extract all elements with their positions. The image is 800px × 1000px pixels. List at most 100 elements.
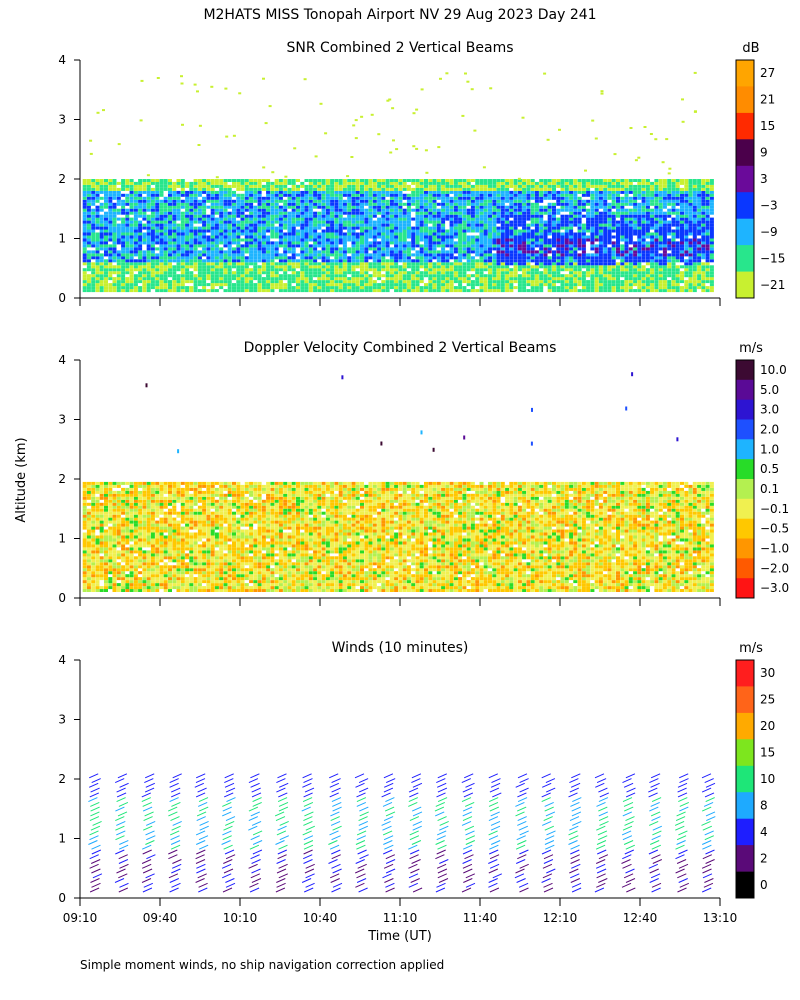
snr-cell xyxy=(385,259,390,263)
snr-cell xyxy=(360,211,364,215)
snr-cell xyxy=(594,202,599,206)
snr-cell xyxy=(193,184,198,188)
snr-cell xyxy=(232,214,236,218)
snr-cell xyxy=(368,247,373,251)
snr-cell xyxy=(325,184,330,188)
snr-cell xyxy=(462,235,467,239)
snr-cell xyxy=(257,268,262,272)
snr-cell xyxy=(325,289,330,293)
snr-cell xyxy=(424,193,428,197)
snr-cell xyxy=(381,223,386,227)
snr-cell xyxy=(406,187,411,191)
snr-cell xyxy=(564,226,569,230)
snr-cell xyxy=(236,235,241,239)
snr-cell xyxy=(564,277,569,281)
snr-cell xyxy=(419,223,424,227)
snr-cell xyxy=(564,241,569,245)
snr-cell xyxy=(223,208,228,212)
snr-cell xyxy=(398,280,403,284)
snr-cell xyxy=(453,181,458,185)
snr-cell xyxy=(82,241,87,245)
snr-cell xyxy=(509,238,514,242)
snr-cell xyxy=(645,211,650,215)
snr-cell xyxy=(193,247,198,251)
snr-cell xyxy=(283,208,288,212)
snr-cell xyxy=(675,250,680,254)
snr-cell xyxy=(266,265,271,269)
snr-cell xyxy=(91,268,96,272)
snr-cell xyxy=(197,211,202,215)
snr-cell xyxy=(577,280,582,284)
snr-cell xyxy=(616,256,620,260)
snr-cell xyxy=(381,184,386,188)
snr-cell xyxy=(214,268,219,272)
snr-cell xyxy=(603,205,608,209)
snr-cell xyxy=(274,271,279,275)
snr-cell xyxy=(398,268,403,272)
snr-cell xyxy=(381,205,386,209)
snr-cell xyxy=(180,229,185,233)
snr-cell xyxy=(616,205,620,209)
snr-cell xyxy=(257,226,262,230)
snr-cell xyxy=(121,187,126,191)
snr-cell xyxy=(616,265,620,269)
snr-cell xyxy=(667,208,672,212)
snr-cell xyxy=(628,229,633,233)
snr-cell xyxy=(202,208,207,212)
snr-cell xyxy=(360,262,364,266)
snr-cell xyxy=(637,223,642,227)
snr-cell xyxy=(104,253,108,257)
snr-cell xyxy=(441,235,446,239)
snr-cell xyxy=(189,262,194,266)
snr-cell xyxy=(138,238,143,242)
snr-cell xyxy=(496,274,501,278)
snr-cell xyxy=(483,280,488,284)
snr-cell xyxy=(667,187,672,191)
snr-cell xyxy=(300,232,305,236)
snr-cell xyxy=(227,262,232,266)
snr-cell xyxy=(206,247,211,251)
snr-cell xyxy=(261,229,266,233)
snr-cell xyxy=(244,256,249,260)
snr-cell xyxy=(155,226,160,230)
snr-cell xyxy=(125,193,130,197)
snr-cell xyxy=(304,202,309,206)
snr-cell xyxy=(483,256,488,260)
snr-cell xyxy=(334,235,339,239)
snr-cell xyxy=(603,271,608,275)
snr-cell xyxy=(419,256,424,260)
snr-cell xyxy=(270,244,275,248)
snr-cell xyxy=(415,259,420,263)
snr-cell xyxy=(202,271,207,275)
snr-cell xyxy=(526,184,531,188)
snr-cell xyxy=(99,184,104,188)
snr-cell xyxy=(539,280,544,284)
snr-cell xyxy=(138,235,143,239)
snr-cell xyxy=(202,268,207,272)
snr-cell xyxy=(616,190,620,194)
snr-cell xyxy=(176,211,181,215)
snr-cell xyxy=(594,214,599,218)
snr-cell xyxy=(360,277,364,281)
snr-cell xyxy=(283,277,288,281)
snr-cell xyxy=(338,181,343,185)
snr-cell xyxy=(564,217,569,221)
snr-cell xyxy=(142,271,147,275)
snr-cell xyxy=(116,202,121,206)
snr-cell xyxy=(411,274,416,278)
snr-cell xyxy=(633,271,638,275)
snr-cell xyxy=(283,253,288,257)
snr-cell xyxy=(219,181,224,185)
snr-cell xyxy=(432,190,437,194)
snr-cell xyxy=(257,179,262,182)
snr-cell xyxy=(253,265,258,269)
snr-cell xyxy=(146,223,151,227)
snr-cell xyxy=(509,208,514,212)
snr-cell xyxy=(180,199,185,203)
snr-cell xyxy=(210,250,215,254)
snr-cell xyxy=(121,223,126,227)
snr-cell xyxy=(611,193,616,197)
snr-cell xyxy=(381,196,386,200)
snr-cell xyxy=(424,199,428,203)
snr-cell xyxy=(586,202,591,206)
